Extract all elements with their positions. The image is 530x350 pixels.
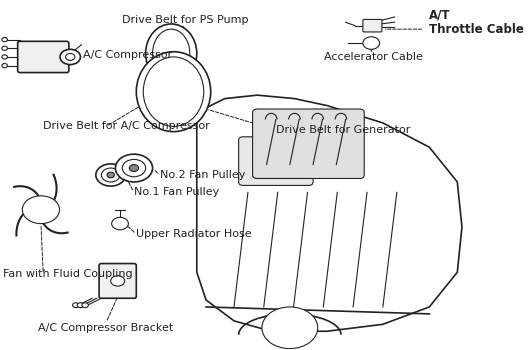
Circle shape [111, 276, 125, 286]
FancyBboxPatch shape [363, 20, 382, 32]
Text: No.2 Fan Pulley: No.2 Fan Pulley [160, 170, 245, 180]
Circle shape [101, 168, 120, 182]
Circle shape [66, 54, 75, 61]
Ellipse shape [153, 29, 190, 78]
Text: A/C Compressor Bracket: A/C Compressor Bracket [39, 323, 174, 333]
Circle shape [60, 49, 81, 65]
Text: Drive Belt for A/C Compressor: Drive Belt for A/C Compressor [43, 121, 210, 131]
Circle shape [107, 172, 114, 178]
Text: A/T
Throttle Cable: A/T Throttle Cable [429, 8, 524, 36]
Circle shape [82, 303, 89, 308]
Text: Fan with Fluid Coupling: Fan with Fluid Coupling [3, 269, 132, 279]
FancyBboxPatch shape [238, 137, 313, 186]
Circle shape [2, 55, 7, 59]
Ellipse shape [146, 24, 197, 83]
Circle shape [22, 196, 59, 224]
Circle shape [36, 205, 47, 214]
Circle shape [2, 46, 7, 50]
Text: No.1 Fan Pulley: No.1 Fan Pulley [134, 187, 219, 197]
FancyBboxPatch shape [253, 109, 364, 178]
Ellipse shape [143, 57, 204, 126]
Circle shape [363, 37, 379, 49]
FancyBboxPatch shape [99, 264, 136, 298]
Circle shape [73, 303, 79, 308]
Circle shape [116, 154, 153, 182]
Text: A/C Compressor: A/C Compressor [83, 50, 172, 60]
Circle shape [96, 164, 126, 186]
Circle shape [77, 303, 84, 308]
Text: Accelerator Cable: Accelerator Cable [324, 52, 423, 62]
Text: Upper Radiator Hose: Upper Radiator Hose [136, 229, 252, 239]
Text: Drive Belt for PS Pump: Drive Belt for PS Pump [122, 15, 249, 26]
Ellipse shape [136, 52, 211, 132]
Circle shape [129, 164, 139, 172]
Circle shape [27, 199, 55, 220]
Text: Drive Belt for Generator: Drive Belt for Generator [276, 125, 410, 135]
Circle shape [122, 159, 146, 177]
Circle shape [2, 64, 7, 68]
Circle shape [262, 307, 317, 349]
Circle shape [2, 37, 7, 42]
Circle shape [112, 217, 128, 230]
FancyBboxPatch shape [17, 41, 69, 72]
